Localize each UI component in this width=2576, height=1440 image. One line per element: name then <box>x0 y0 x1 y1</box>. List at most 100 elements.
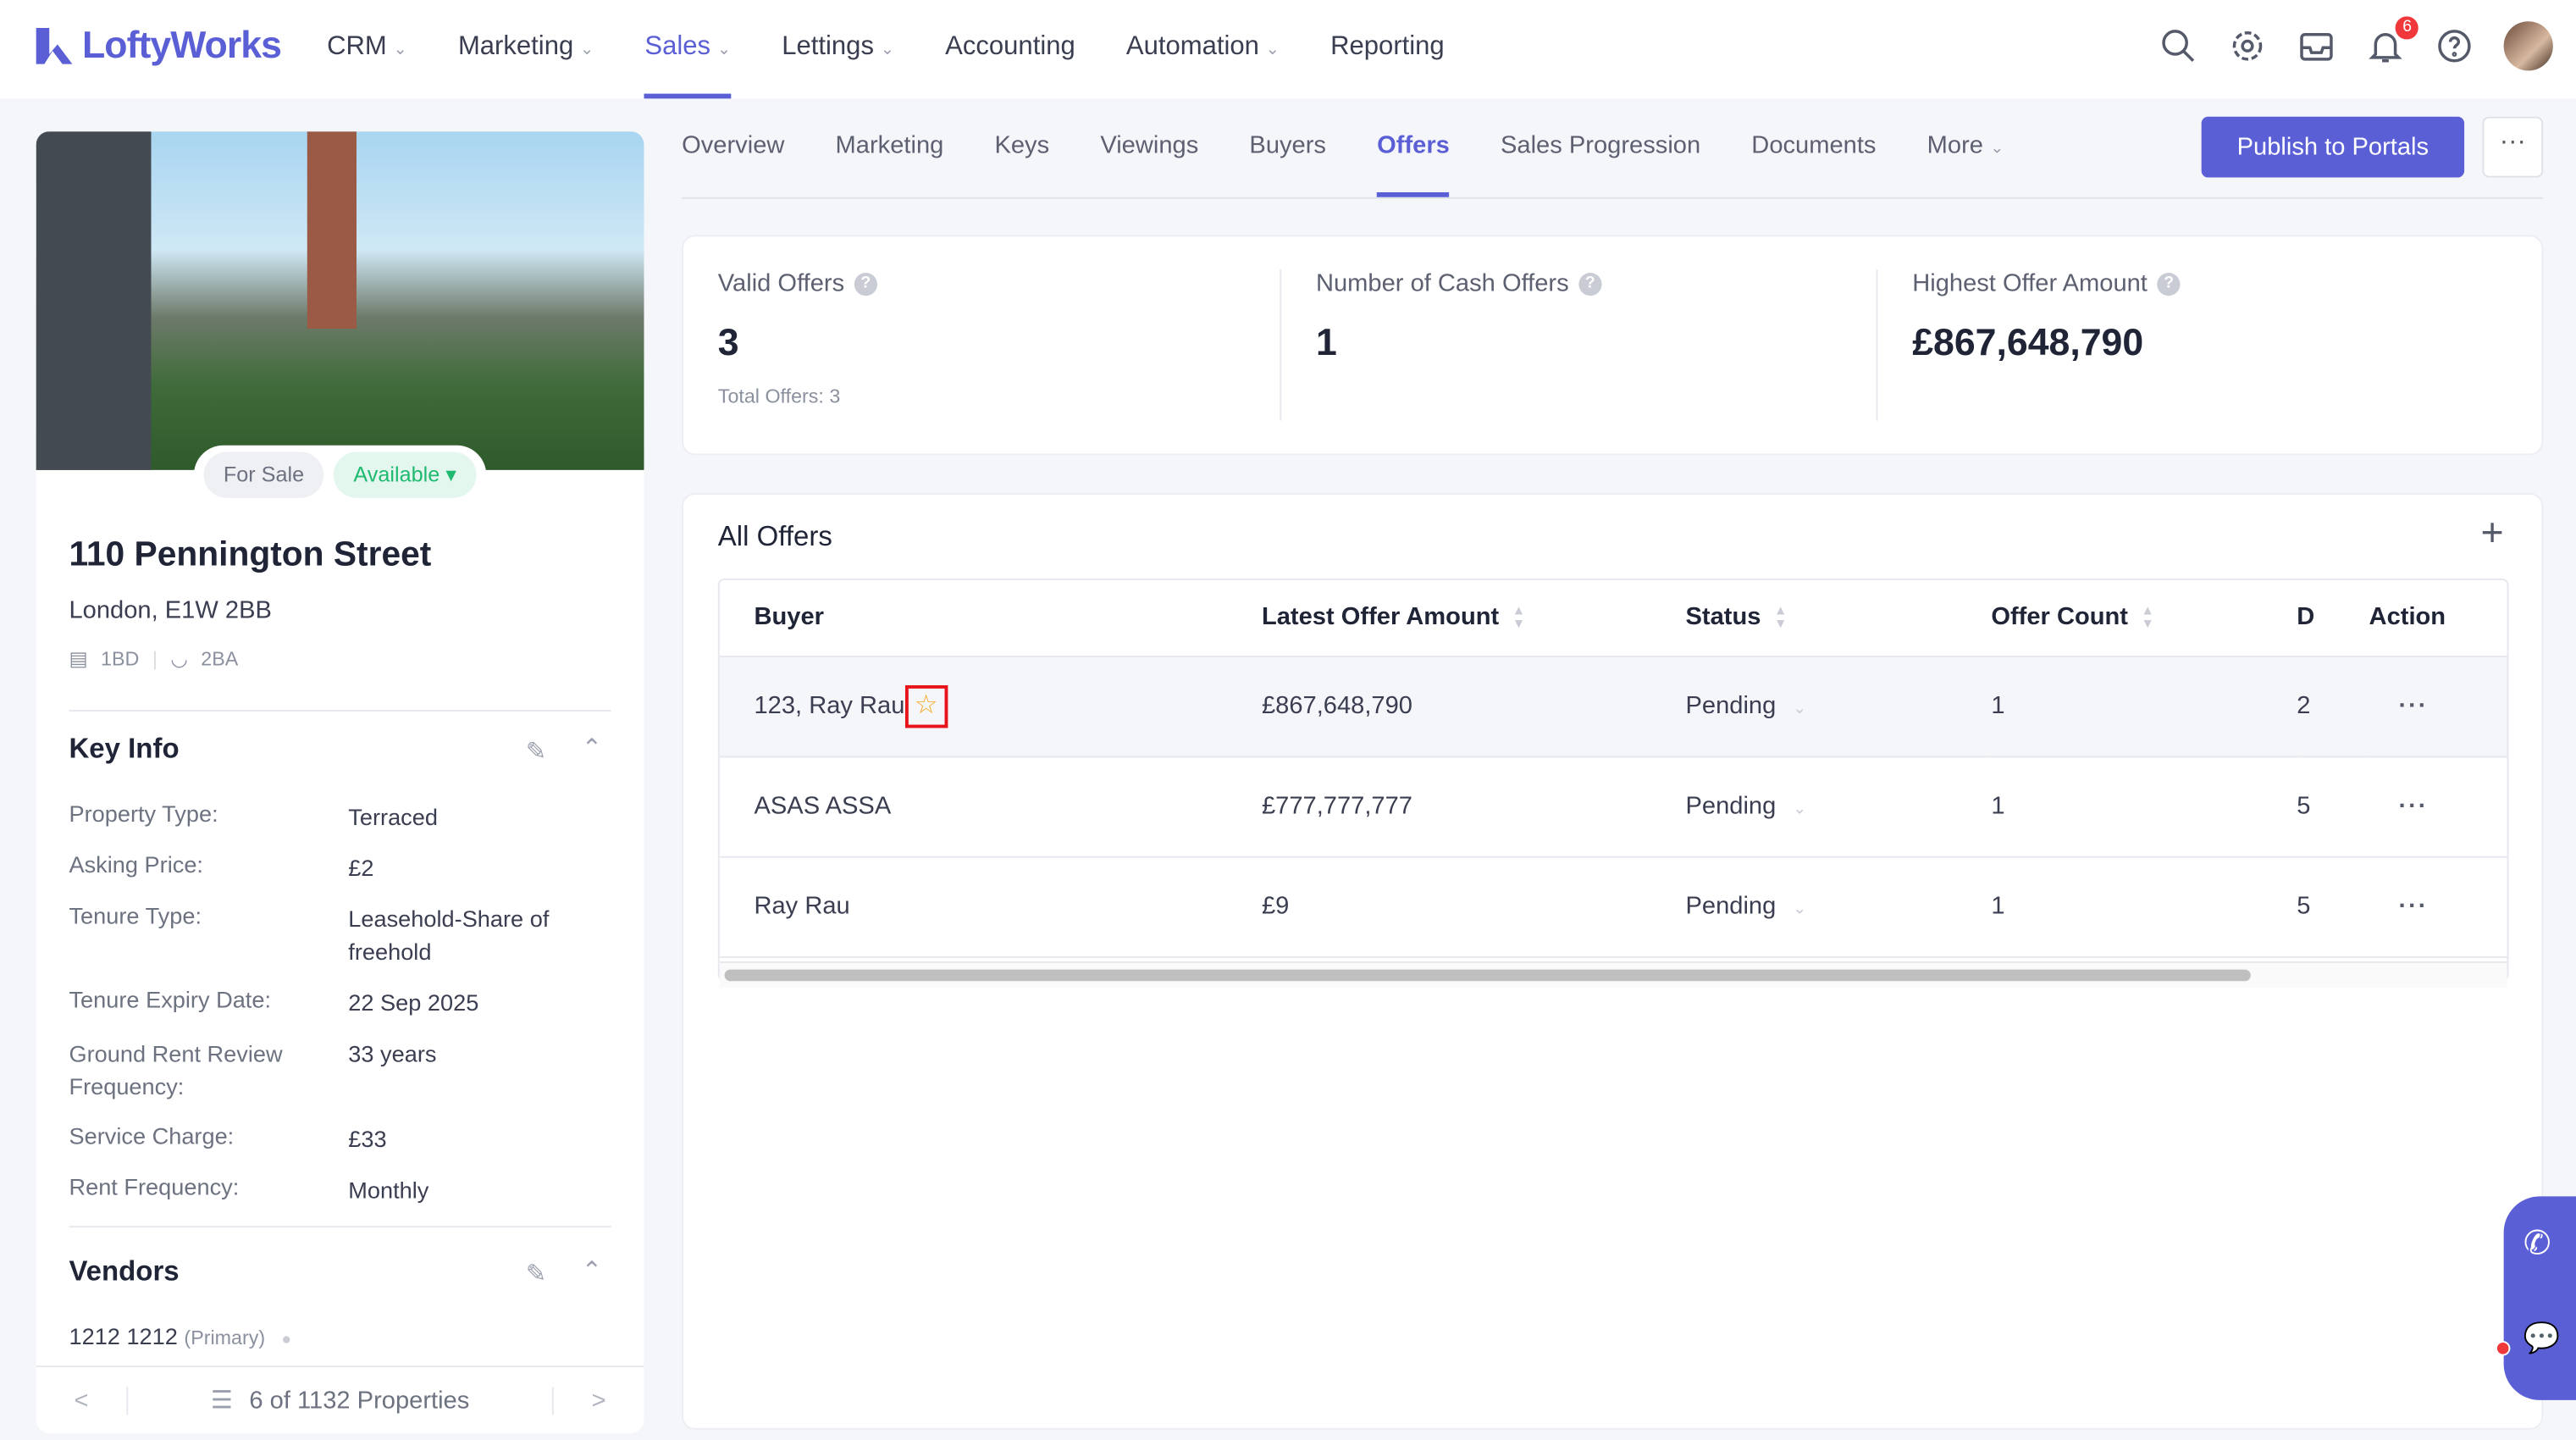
all-offers-title: All Offers <box>717 520 832 552</box>
chevron-down-icon: ⌄ <box>1793 800 1807 819</box>
more-actions-button[interactable]: ··· <box>2482 116 2544 178</box>
value: Terraced <box>348 803 438 830</box>
col-offer-count[interactable]: Offer Count ▲ ▼ <box>1991 579 2297 657</box>
buyer-name[interactable]: ASAS ASSA <box>719 756 1262 857</box>
key-info-row: Property Type: Terraced <box>69 800 611 834</box>
nav-sales[interactable]: Sales ⌄ <box>644 0 732 99</box>
nav-label: CRM <box>327 32 387 61</box>
property-tabs: Overview Marketing Keys Viewings Buyers … <box>682 115 2004 199</box>
d-value: 5 <box>2297 756 2369 857</box>
table-row[interactable]: 123, Ray Rau ☆ £867,648,790 Pending ⌄ 1 2… <box>719 656 2507 757</box>
next-property-button[interactable]: > <box>551 1386 644 1415</box>
stat-label: Highest Offer Amount <box>1912 269 2148 298</box>
col-label: Offer Count <box>1991 603 2129 632</box>
status-label: Pending <box>1685 892 1777 921</box>
help-icon[interactable] <box>2435 26 2474 66</box>
col-buyer[interactable]: Buyer <box>719 579 1262 657</box>
nav-label: Reporting <box>1330 32 1445 61</box>
row-actions-button[interactable]: ··· <box>2398 691 2429 720</box>
tab-marketing[interactable]: Marketing <box>835 131 944 160</box>
bed-icon: ▤ <box>69 647 88 671</box>
main-nav: CRM ⌄ Marketing ⌄ Sales ⌄ Lettings ⌄ Account… <box>327 0 1445 99</box>
nav-accounting[interactable]: Accounting <box>945 0 1075 98</box>
help-icon[interactable]: ? <box>2157 272 2181 296</box>
tab-viewings[interactable]: Viewings <box>1100 131 1199 160</box>
tab-overview[interactable]: Overview <box>682 131 785 160</box>
value: £2 <box>348 854 374 881</box>
chat-icon[interactable]: 💬 <box>2523 1321 2561 1354</box>
prev-property-button[interactable]: < <box>36 1386 129 1415</box>
bell-icon[interactable]: 6 <box>2366 16 2418 66</box>
chevron-down-icon: ⌄ <box>880 41 895 59</box>
stat-value: 3 <box>717 320 739 363</box>
help-icon[interactable]: ? <box>854 272 877 296</box>
scrollbar-thumb[interactable] <box>724 969 2251 982</box>
label: Rent Frequency: <box>69 1173 240 1200</box>
tab-documents[interactable]: Documents <box>1751 131 1877 160</box>
vendors-title: Vendors <box>69 1255 180 1288</box>
key-info-row: Service Charge: £33 <box>69 1122 611 1155</box>
gear-icon[interactable] <box>2228 26 2268 66</box>
nav-lettings[interactable]: Lettings ⌄ <box>782 0 894 98</box>
key-info-row: Tenure Type: Leasehold-Share of freehold <box>69 902 611 968</box>
key-info-row: Tenure Expiry Date: 22 Sep 2025 <box>69 986 611 1019</box>
col-status[interactable]: Status ▲ ▼ <box>1685 579 1992 657</box>
status-dropdown[interactable]: Pending ⌄ <box>1685 656 1992 757</box>
sort-icon[interactable]: ▲ ▼ <box>1512 603 1526 632</box>
status-dropdown[interactable]: Pending ⌄ <box>1685 756 1992 857</box>
nav-label: Sales <box>644 32 711 61</box>
value: 22 Sep 2025 <box>348 989 479 1016</box>
col-latest-offer-amount[interactable]: Latest Offer Amount ▲ ▼ <box>1261 579 1686 657</box>
nav-reporting[interactable]: Reporting <box>1330 0 1445 98</box>
status-dropdown[interactable]: Pending ⌄ <box>1685 856 1992 958</box>
inbox-icon[interactable] <box>2297 26 2336 66</box>
row-actions-button[interactable]: ··· <box>2398 892 2429 921</box>
user-avatar[interactable] <box>2503 21 2553 71</box>
tab-offers[interactable]: Offers <box>1377 115 1451 199</box>
value: Monthly <box>348 1177 429 1204</box>
vendor-item[interactable]: 1212 1212 (Primary) ● <box>69 1323 291 1349</box>
bath-icon: ◡ <box>170 647 188 671</box>
table-row[interactable]: Ray Rau £9 Pending ⌄ 1 5 ··· <box>719 856 2507 958</box>
property-pager: < ☰ 6 of 1132 Properties > <box>36 1365 644 1433</box>
nav-marketing[interactable]: Marketing ⌄ <box>458 0 594 98</box>
tab-buyers[interactable]: Buyers <box>1249 131 1326 160</box>
add-offer-button[interactable]: + <box>2480 511 2504 556</box>
chevron-down-icon: ⌄ <box>1990 139 2004 158</box>
buyer-name[interactable]: 123, Ray Rau <box>754 690 905 719</box>
help-icon[interactable]: ? <box>1578 272 1602 296</box>
buyer-name[interactable]: Ray Rau <box>719 856 1262 958</box>
tab-keys[interactable]: Keys <box>994 131 1050 160</box>
phone-icon[interactable]: ✆ <box>2523 1226 2551 1262</box>
status-pills: For Sale Available ▾ <box>193 445 486 505</box>
key-info-title: Key Info <box>69 733 180 765</box>
property-address: 110 Pennington Street <box>69 535 432 574</box>
chevron-up-icon[interactable]: ⌃ <box>581 734 603 763</box>
sort-icon[interactable]: ▲ ▼ <box>1773 603 1788 632</box>
chevron-down-icon: ⌄ <box>579 41 594 59</box>
loftyworks-logo[interactable]: LoftyWorks <box>33 23 282 67</box>
caret-down-icon: ▾ <box>445 462 457 487</box>
table-row[interactable]: ASAS ASSA £777,777,777 Pending ⌄ 1 5 ··· <box>719 756 2507 857</box>
edit-icon[interactable]: ✎ <box>525 1260 547 1288</box>
tab-more[interactable]: More ⌄ <box>1927 115 2004 199</box>
col-label: Latest Offer Amount <box>1261 603 1500 632</box>
row-actions-button[interactable]: ··· <box>2398 792 2429 821</box>
contact-widget: ✆ 💬 <box>2495 1196 2576 1400</box>
table-horizontal-scrollbar[interactable] <box>719 961 2507 988</box>
edit-icon[interactable]: ✎ <box>525 738 547 767</box>
nav-label: Marketing <box>457 32 574 61</box>
star-icon[interactable]: ☆ <box>904 684 948 728</box>
nav-crm[interactable]: CRM ⌄ <box>327 0 407 98</box>
property-list-button[interactable]: ☰ 6 of 1132 Properties <box>128 1385 552 1415</box>
chevron-up-icon[interactable]: ⌃ <box>581 1257 603 1286</box>
publish-to-portals-button[interactable]: Publish to Portals <box>2201 116 2465 178</box>
col-d[interactable]: D <box>2297 579 2369 657</box>
nav-automation[interactable]: Automation ⌄ <box>1126 0 1280 98</box>
label: Service Charge: <box>69 1122 235 1149</box>
search-icon[interactable] <box>2159 26 2198 66</box>
availability-dropdown[interactable]: Available ▾ <box>334 451 477 498</box>
offer-amount: £777,777,777 <box>1261 756 1686 857</box>
tab-sales-progression[interactable]: Sales Progression <box>1500 131 1701 160</box>
sort-icon[interactable]: ▲ ▼ <box>2141 603 2154 632</box>
